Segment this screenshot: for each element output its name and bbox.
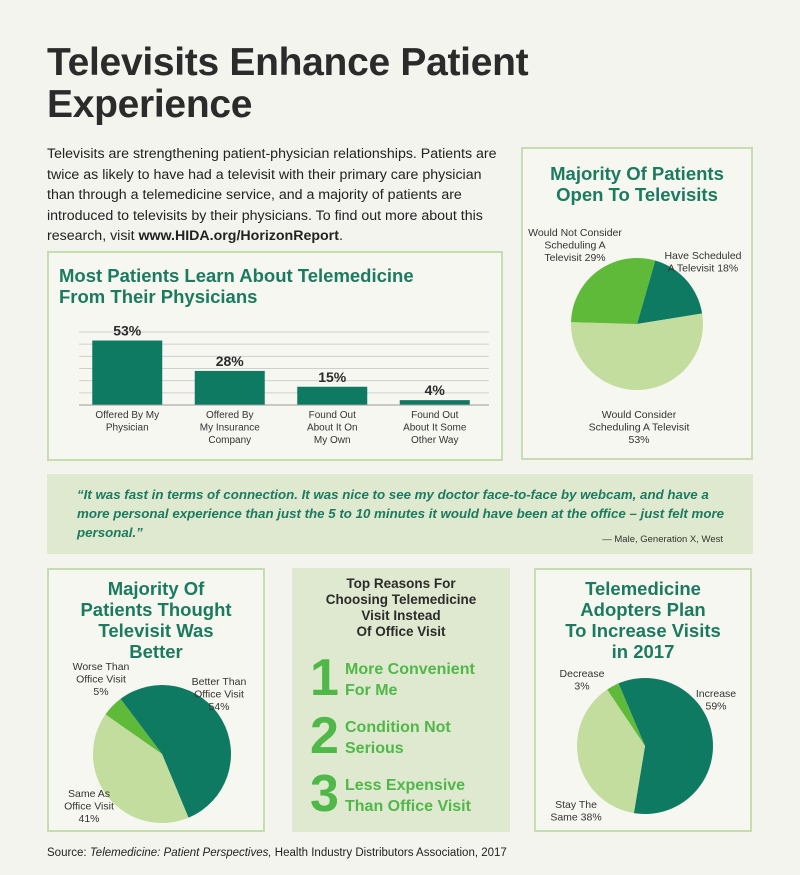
reason-2-line-2: Serious: [345, 740, 404, 757]
bar: [297, 386, 368, 405]
pie-better-title-line-2: Patients Thought: [80, 599, 232, 620]
pie-increase-title-line-2: Adopters Plan: [580, 599, 706, 620]
pie-slice: [93, 714, 189, 823]
pie-slice: [637, 260, 703, 324]
bar-chart-panel: Most Patients Learn About Telemedicine F…: [47, 251, 503, 461]
reason-item-3: 3 Less Expensive Than Office Visit: [310, 766, 500, 824]
reasons-title-line-4: Of Office Visit: [356, 624, 446, 639]
source-citation: Source: Telemedicine: Patient Perspectiv…: [47, 847, 507, 859]
reason-3-line-2: Than Office Visit: [345, 798, 471, 815]
bar-category-label: Found Out About It Some Other Way: [403, 410, 467, 446]
pie-label-decrease: Decrease 3%: [560, 668, 605, 693]
top-reasons-title: Top Reasons For Choosing Telemedicine Vi…: [292, 576, 510, 640]
pie-label-would-not-consider: Would Not Consider Scheduling A Televisit …: [528, 227, 622, 264]
reason-number-3: 3: [310, 765, 339, 823]
reason-text-3: Less Expensive Than Office Visit: [345, 775, 471, 817]
pie-label-would-consider: Would Consider Scheduling A Televisit 53%: [589, 409, 690, 446]
pie-label-increase: Increase 59%: [696, 688, 736, 713]
report-link[interactable]: www.HIDA.org/HorizonReport: [138, 228, 339, 244]
bar-category-label: Found Out About It On My Own: [307, 410, 358, 446]
reason-item-1: 1 More Convenient For Me: [310, 650, 500, 708]
reason-number-2: 2: [310, 707, 339, 765]
reason-2-line-1: Condition Not: [345, 719, 451, 736]
pie-slice: [618, 678, 713, 814]
pie-better-title-line-3: Televisit Was: [98, 620, 214, 641]
reasons-title-line-2: Choosing Telemedicine: [325, 592, 477, 607]
intro-end: .: [338, 228, 343, 244]
pie-chart-open: Have Scheduled A Televisit 18% Would Consi…: [528, 227, 742, 446]
bar-value-label: 4%: [425, 382, 446, 398]
bar-category-label: Offered By My Insurance Company: [200, 410, 260, 446]
pie-slice: [607, 683, 645, 746]
pie-slice: [577, 689, 645, 814]
pie-open-title: Majority Of Patients Open To Televisits: [523, 163, 751, 205]
pie-chart-increase-panel: Telemedicine Adopters Plan To Increase V…: [534, 568, 752, 832]
reason-item-2: 2 Condition Not Serious: [310, 708, 500, 766]
pie-better-title-line-4: Better: [129, 641, 183, 662]
bar-category-label: Offered By My Physician: [95, 410, 159, 434]
source-prefix: Source:: [47, 847, 90, 859]
top-reasons-panel: Top Reasons For Choosing Telemedicine Vi…: [292, 568, 510, 832]
quote-panel: “It was fast in terms of connection. It …: [47, 474, 753, 554]
bar: [194, 370, 265, 405]
quote-attribution: — Male, Generation X, West: [602, 534, 723, 545]
bar-chart-title-line-2: From Their Physicians: [59, 286, 258, 307]
pie-chart-increase: Increase 59% Stay The Same 38% Decrease 3%: [550, 668, 736, 824]
pie-chart-better: Better Than Office Visit 54% Same As Office …: [64, 661, 247, 825]
pie-chart-open-panel: Majority Of Patients Open To Televisits …: [521, 147, 753, 460]
intro-text: Televisits are strengthening patient-phy…: [47, 146, 497, 244]
bar: [399, 400, 470, 405]
intro-paragraph: Televisits are strengthening patient-phy…: [47, 144, 502, 247]
bar-value-label: 15%: [318, 369, 347, 385]
pie-slice: [571, 258, 656, 324]
reason-number-1: 1: [310, 649, 339, 707]
reasons-title-line-1: Top Reasons For: [346, 576, 456, 591]
source-title: Telemedicine: Patient Perspectives,: [89, 847, 272, 859]
reason-3-line-1: Less Expensive: [345, 777, 466, 794]
title-line-1: Televisits Enhance Patient: [47, 41, 529, 84]
bar-value-label: 28%: [216, 353, 245, 369]
pie-slice: [105, 698, 162, 754]
pie-increase-title-line-3: To Increase Visits: [565, 620, 721, 641]
reason-text-1: More Convenient For Me: [345, 659, 475, 701]
bar-chart-title-line-1: Most Patients Learn About Telemedicine: [59, 265, 414, 286]
reason-1-line-2: For Me: [345, 682, 398, 699]
pie-open-title-line-2: Open To Televisits: [556, 184, 718, 205]
bar-chart: 53% Offered By My Physician 28% Offered By My…: [79, 323, 489, 446]
source-rest: Health Industry Distributors Association…: [271, 847, 507, 859]
bar-value-label: 53%: [113, 323, 142, 339]
patient-quote: “It was fast in terms of connection. It …: [77, 487, 725, 540]
pie-better-title-line-1: Majority Of: [107, 578, 205, 599]
pie-better-title: Majority Of Patients Thought Televisit W…: [49, 578, 263, 662]
reasons-title-line-3: Visit Instead: [361, 608, 441, 623]
pie-label-worse: Worse Than Office Visit 5%: [73, 661, 130, 698]
pie-label-scheduled: Have Scheduled A Televisit 18%: [664, 250, 741, 275]
pie-slice: [571, 313, 703, 390]
reason-text-2: Condition Not Serious: [345, 717, 451, 759]
pie-increase-title-line-4: in 2017: [611, 641, 675, 662]
bar-chart-title: Most Patients Learn About Telemedicine F…: [59, 265, 414, 307]
title-line-2: Experience: [47, 83, 253, 126]
pie-label-same: Same As Office Visit 41%: [64, 788, 114, 825]
pie-chart-better-panel: Majority Of Patients Thought Televisit W…: [47, 568, 265, 832]
pie-open-title-line-1: Majority Of Patients: [550, 163, 724, 184]
page-title: Televisits Enhance Patient Experience: [47, 42, 607, 126]
reason-1-line-1: More Convenient: [345, 661, 475, 678]
pie-increase-title: Telemedicine Adopters Plan To Increase V…: [536, 578, 750, 662]
pie-label-better: Better Than Office Visit 54%: [192, 676, 247, 713]
pie-slice: [120, 685, 232, 818]
pie-increase-title-line-1: Telemedicine: [585, 578, 701, 599]
bar: [92, 340, 163, 405]
pie-label-stay-same: Stay The Same 38%: [550, 799, 601, 824]
